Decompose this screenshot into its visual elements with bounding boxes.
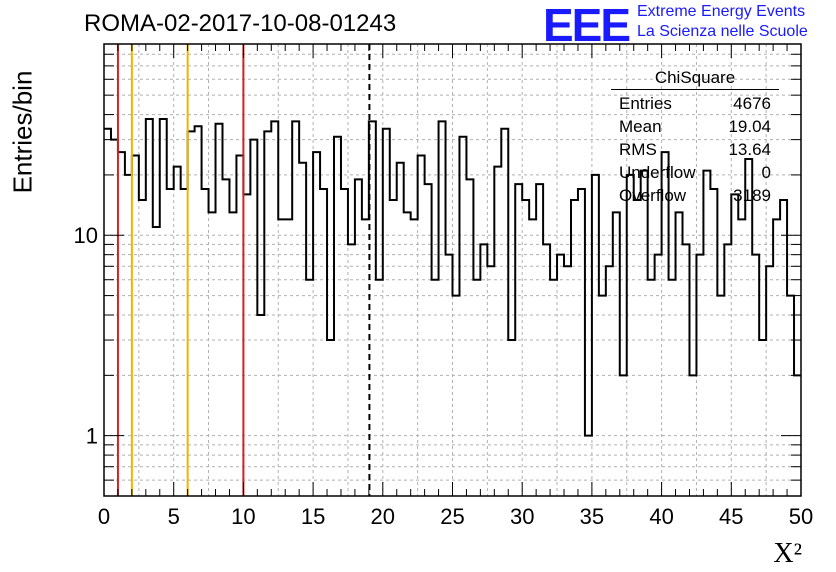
stats-value: 19.04: [728, 117, 771, 136]
x-axis-label: X²: [773, 538, 802, 569]
logo-caption: Extreme Energy Events La Scienza nelle S…: [637, 2, 808, 42]
x-tick-label: 50: [789, 504, 813, 529]
x-tick-label: 35: [580, 504, 604, 529]
y-tick-label: 1: [86, 424, 98, 449]
x-tick-label: 25: [440, 504, 464, 529]
logo-caption-line2: La Scienza nelle Scuole: [637, 23, 808, 40]
stats-label: RMS: [619, 140, 657, 159]
x-tick-label: 15: [301, 504, 325, 529]
stats-label: Mean: [619, 117, 662, 136]
stats-box: ChiSquare Entries 4676 Mean 19.04 RMS 13.64…: [611, 68, 779, 207]
x-tick-label: 30: [510, 504, 534, 529]
y-axis-label: Entries/bin: [4, 71, 42, 194]
chart-title: ROMA-02-2017-10-08-01243: [84, 10, 397, 37]
stats-row-mean: Mean 19.04: [611, 115, 779, 138]
x-tick-label: 0: [98, 504, 110, 529]
stats-value: 13.64: [728, 140, 771, 159]
histogram-series: [104, 118, 801, 437]
stats-label: Entries: [619, 94, 672, 113]
y-axis-label-text: Entries/bin: [7, 70, 38, 194]
x-tick-label: 10: [231, 504, 255, 529]
stats-label: Underflow: [619, 163, 696, 182]
x-tick-label: 20: [371, 504, 395, 529]
stats-value: 4676: [733, 94, 771, 113]
logo-caption-line1: Extreme Energy Events: [637, 3, 806, 20]
x-tick-label: 45: [719, 504, 743, 529]
stats-box-name: ChiSquare: [611, 68, 779, 90]
eee-logo: EEE: [543, 0, 631, 51]
x-tick-label: 40: [649, 504, 673, 529]
stats-value: 0: [761, 163, 771, 182]
stats-value: 3189: [733, 186, 771, 205]
stats-row-entries: Entries 4676: [611, 92, 779, 115]
stats-row-rms: RMS 13.64: [611, 138, 779, 161]
stats-row-underflow: Underflow 0: [611, 161, 779, 184]
y-tick-label: 10: [74, 223, 98, 248]
stats-label: Overflow: [619, 186, 687, 205]
x-tick-label: 5: [168, 504, 180, 529]
stats-row-overflow: Overflow 3189: [611, 184, 779, 207]
